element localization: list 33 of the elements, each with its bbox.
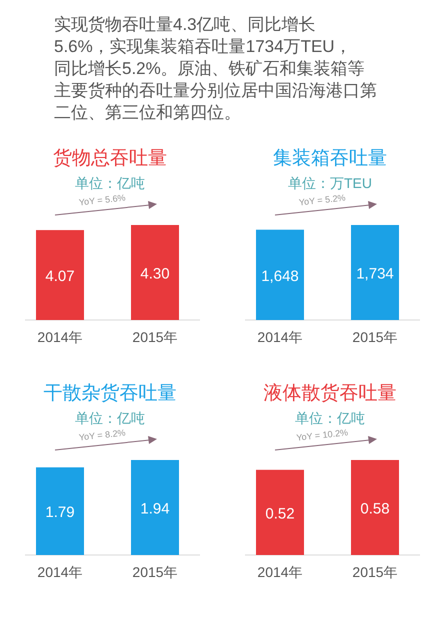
data-label: 1,648 xyxy=(261,268,299,285)
data-label: 1,734 xyxy=(356,266,394,282)
chart-subtitle: 单位：万TEU xyxy=(288,175,372,191)
text: 5.6%，实现集装箱吞吐量1734万TEU， xyxy=(54,37,352,56)
x-tick-label: 2014年 xyxy=(257,329,303,345)
x-tick-label: 2015年 xyxy=(352,329,398,345)
data-label: 4.07 xyxy=(45,268,75,286)
x-tick-label: 2015年 xyxy=(352,564,398,580)
data-label: 4.30 xyxy=(140,266,170,282)
chart-subtitle: 单位：亿吨 xyxy=(75,175,145,191)
text: YoY = 8.2% xyxy=(78,428,126,442)
chart-title: 货物总吞吐量 xyxy=(53,148,167,169)
data-label: 0.58 xyxy=(360,500,390,518)
chart-subtitle: 单位：亿吨 xyxy=(295,410,365,426)
text: YoY = 10.2% xyxy=(296,427,348,443)
text: 主要货种的吞吐量分别位居中国沿海港口第 xyxy=(54,81,377,100)
text: 二位、第三位和第四位。 xyxy=(54,103,241,122)
data-label: 1.79 xyxy=(45,504,75,522)
text: YoY = 5.2% xyxy=(298,192,346,208)
x-tick-label: 2014年 xyxy=(37,564,83,580)
chart-title: 液体散货吞吐量 xyxy=(264,382,396,404)
x-tick-label: 2014年 xyxy=(37,329,83,345)
x-tick-label: 2015年 xyxy=(132,564,178,580)
x-tick-label: 2015年 xyxy=(132,329,178,345)
data-label: 1.94 xyxy=(140,500,170,518)
x-tick-label: 2014年 xyxy=(257,564,303,580)
chart-title: 集装箱吞吐量 xyxy=(273,148,387,169)
chart-title: 干散杂货吞吐量 xyxy=(44,383,176,404)
text: YoY = 5.6% xyxy=(78,192,126,208)
text: 同比增长5.2%。原油、铁矿石和集装箱等 xyxy=(54,59,365,78)
text: 实现货物吞吐量4.3亿吨、同比增长 xyxy=(54,15,316,34)
chart-subtitle: 单位：亿吨 xyxy=(75,410,145,426)
data-label: 0.52 xyxy=(265,505,295,522)
